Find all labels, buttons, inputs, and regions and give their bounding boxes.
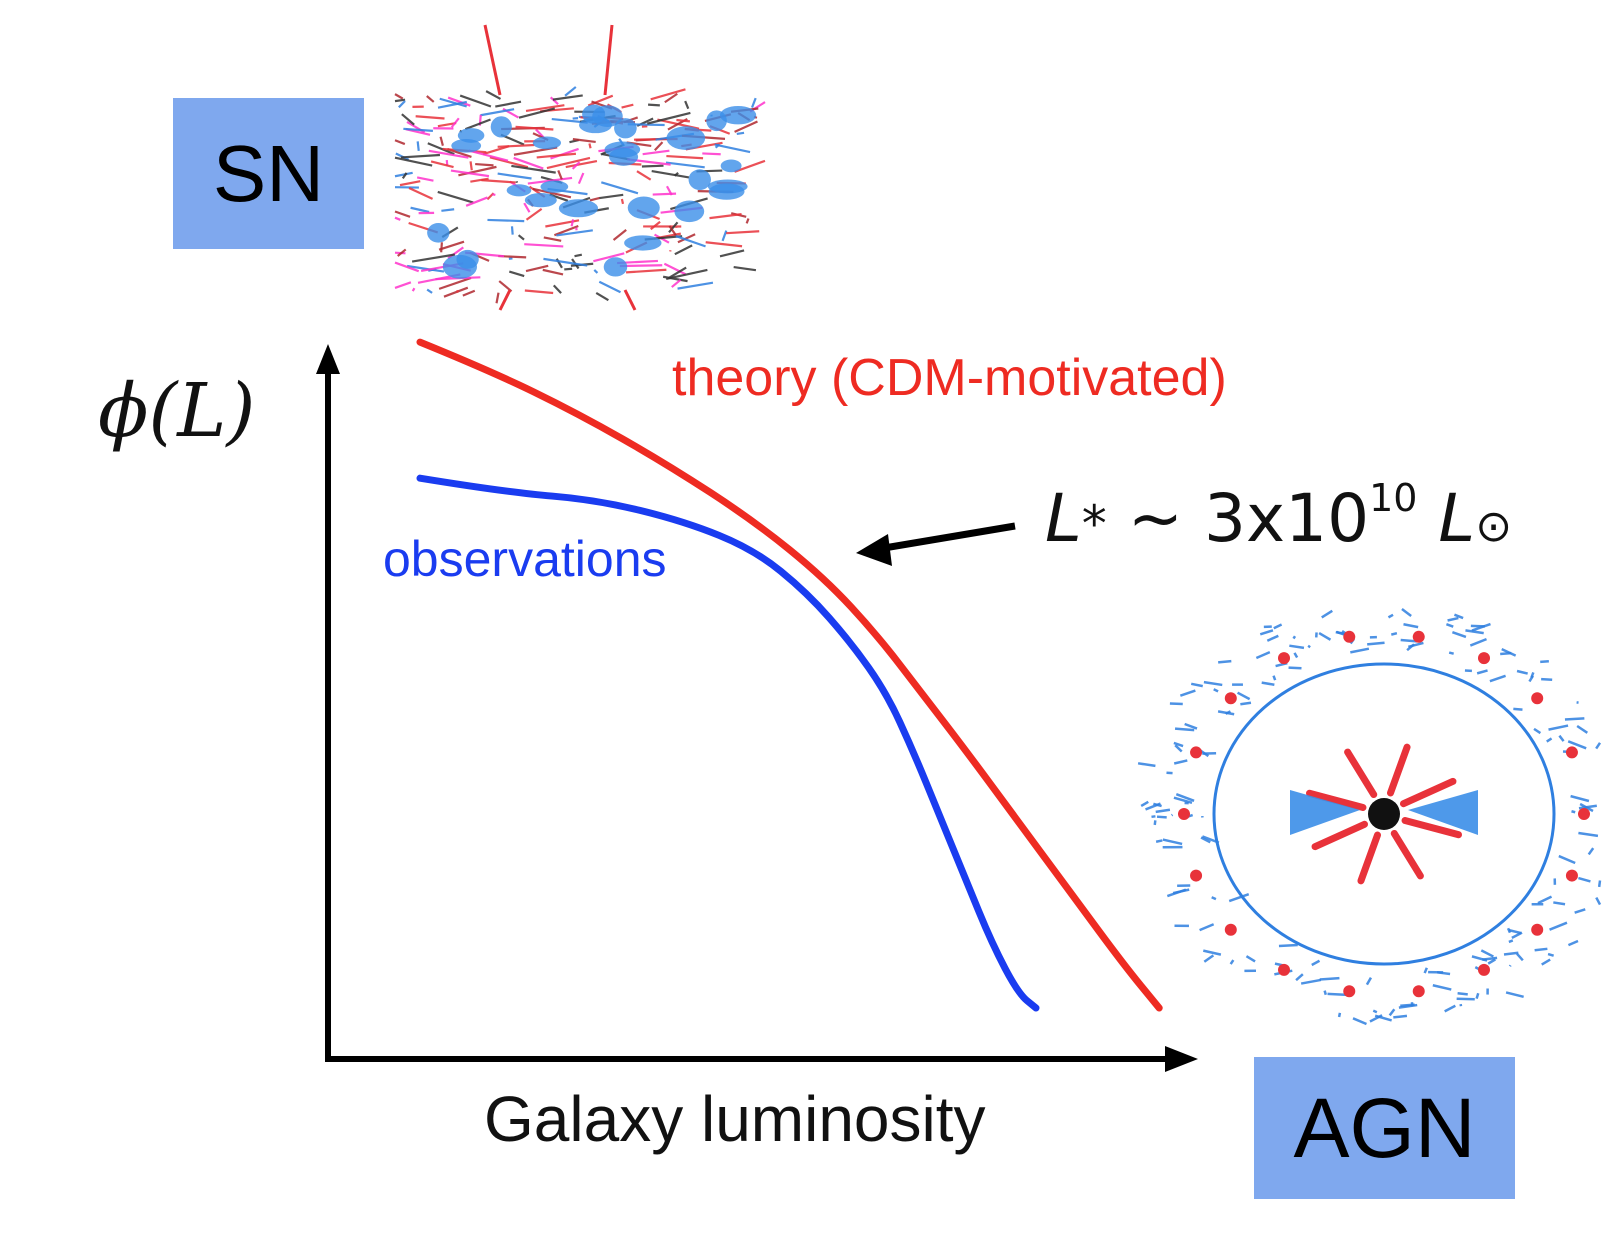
sn-label-box: SN	[173, 98, 364, 249]
series-label-observations: observations	[383, 531, 667, 587]
x-axis-label: Galaxy luminosity	[484, 1083, 986, 1155]
y-axis-label: ϕ(L)	[98, 368, 256, 454]
series-line-theory	[416, 338, 1163, 1012]
x-axis-arrow	[1165, 1046, 1198, 1072]
lstar-annotation: L* ~ 3x1010 L⊙	[1045, 476, 1512, 557]
sn-label: SN	[212, 128, 325, 218]
lstar-star: *	[1081, 495, 1107, 553]
series-label-theory: theory (CDM-motivated)	[672, 349, 1227, 407]
lstar-pointer-arrow	[877, 522, 1016, 553]
agn-label-box: AGN	[1254, 1057, 1515, 1199]
series-line-observations	[416, 474, 1040, 1012]
y-axis-arrow	[316, 344, 340, 374]
sun-symbol-icon: ⊙	[1475, 501, 1513, 552]
agn-label: AGN	[1293, 1080, 1476, 1175]
lstar-pointer-arrowhead	[856, 534, 892, 566]
lstar-exponent: 10	[1369, 476, 1418, 520]
lstar-approx: ~ 3x10	[1106, 480, 1370, 557]
lstar-lsun: L	[1417, 480, 1476, 557]
lstar-l: L	[1045, 480, 1082, 557]
